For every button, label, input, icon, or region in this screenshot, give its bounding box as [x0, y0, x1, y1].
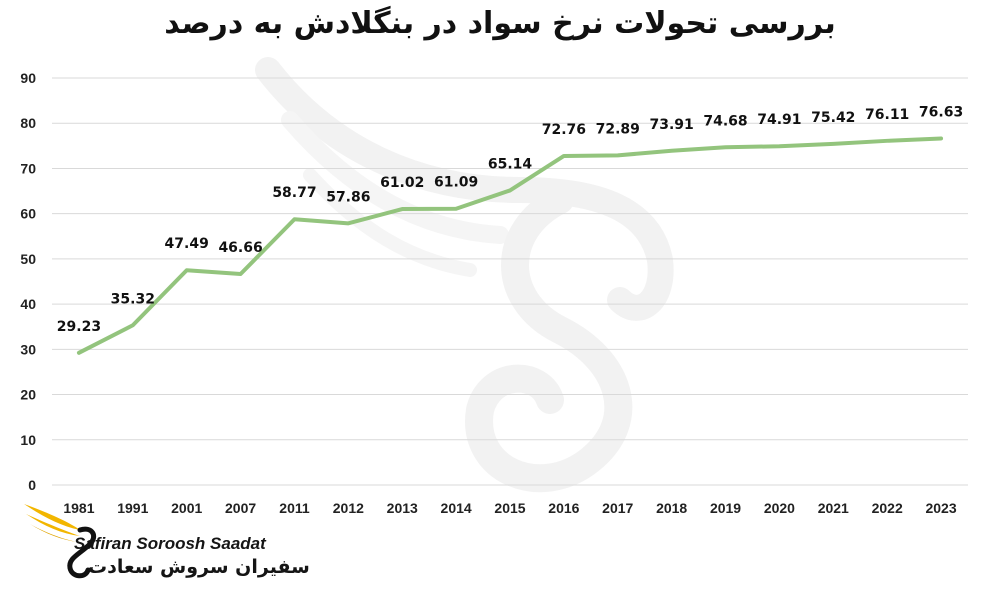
data-label: 72.76: [542, 122, 586, 138]
gridlines: [52, 77, 968, 486]
x-axis: 1981 1991 2001 2007 2011 2012 2013 2014 2015 2016…: [63, 500, 956, 516]
data-label: 57.86: [326, 189, 370, 205]
data-label: 47.49: [165, 236, 209, 252]
x-tick-label: 2011: [279, 500, 310, 516]
watermark-swan-icon: [255, 57, 674, 493]
data-label: 74.91: [757, 112, 801, 128]
y-tick-label: 40: [20, 296, 36, 312]
x-tick-label: 2017: [602, 500, 633, 516]
y-tick-label: 20: [20, 387, 36, 403]
y-tick-label: 60: [20, 206, 36, 222]
x-tick-label: 2016: [548, 500, 579, 516]
data-label: 73.91: [649, 117, 693, 133]
y-tick-label: 0: [28, 477, 36, 493]
x-tick-label: 2007: [225, 500, 256, 516]
data-label: 74.68: [703, 113, 747, 129]
x-tick-label: 2018: [656, 500, 687, 516]
x-tick-label: 2015: [494, 500, 525, 516]
x-tick-label: 2021: [818, 500, 849, 516]
x-tick-label: 2023: [925, 500, 956, 516]
y-tick-label: 70: [20, 160, 36, 176]
data-label: 35.32: [111, 291, 155, 307]
y-tick-label: 50: [20, 251, 36, 267]
data-label: 76.11: [865, 107, 909, 123]
chart-title: بررسی تحولات نرخ سواد در بنگلادش به درصد: [164, 6, 836, 41]
x-tick-label: 2012: [333, 500, 364, 516]
x-tick-label: 1981: [63, 500, 94, 516]
logo-text-persian: سفیران سروش سعادت: [88, 556, 310, 578]
data-label: 76.63: [919, 104, 963, 120]
x-tick-label: 2022: [872, 500, 903, 516]
x-tick-label: 2001: [171, 500, 202, 516]
y-tick-label: 30: [20, 341, 36, 357]
data-label: 58.77: [272, 185, 316, 201]
x-tick-label: 2014: [441, 500, 472, 516]
data-label: 61.09: [434, 175, 478, 191]
data-label: 65.14: [488, 156, 533, 172]
data-label: 72.89: [596, 121, 640, 137]
data-label: 75.42: [811, 110, 855, 126]
data-labels: 29.23 35.32 47.49 46.66 58.77 57.86 61.02 61.09…: [57, 104, 963, 334]
logo-bird-icon: [24, 504, 97, 579]
data-label: 29.23: [57, 319, 101, 335]
series-line: [76, 136, 944, 355]
y-tick-label: 90: [20, 70, 36, 86]
logo-text-english: Safiran Soroosh Saadat: [74, 534, 266, 553]
data-label: 61.02: [380, 175, 424, 191]
data-label: 46.66: [218, 240, 262, 256]
y-tick-label: 80: [20, 115, 36, 131]
x-tick-label: 2020: [764, 500, 795, 516]
y-axis: 0 10 20 30 40 50 60 70 80 90: [20, 70, 36, 493]
x-tick-label: 1991: [117, 500, 148, 516]
x-tick-label: 2013: [387, 500, 418, 516]
y-tick-label: 10: [20, 432, 36, 448]
x-tick-label: 2019: [710, 500, 741, 516]
